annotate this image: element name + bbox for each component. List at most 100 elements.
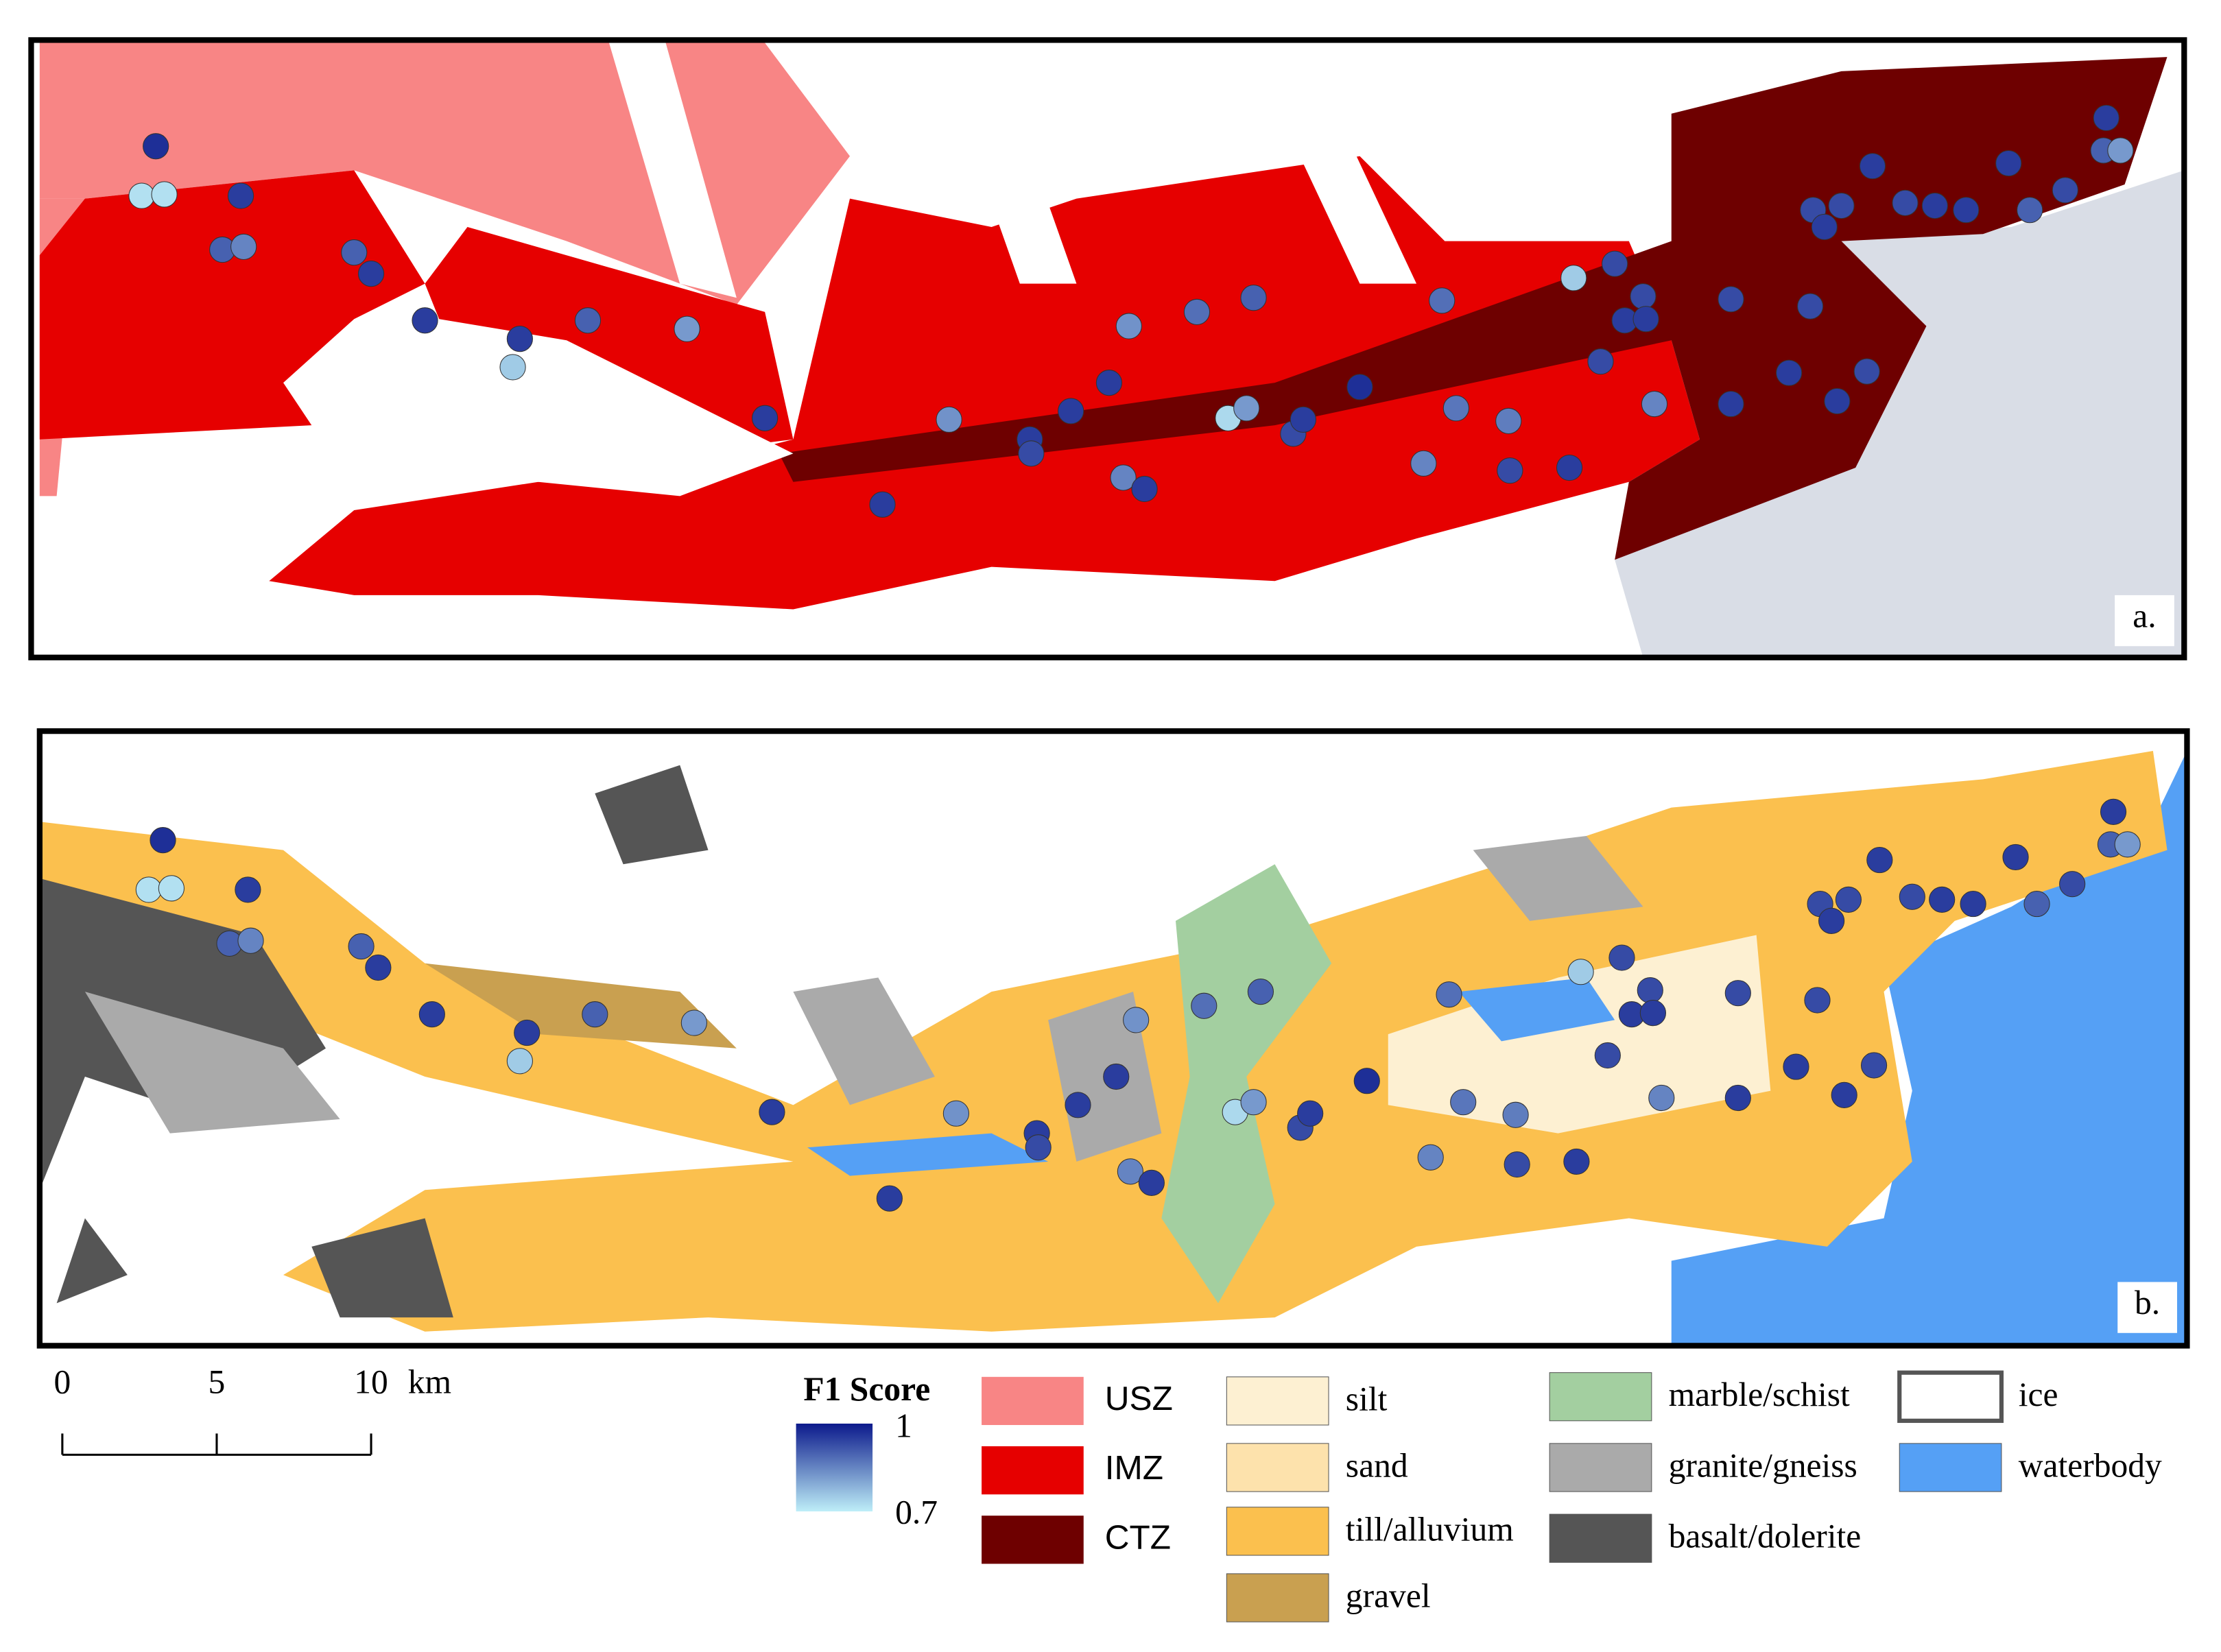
site-dot xyxy=(1853,358,1880,385)
scale-label: 0 xyxy=(54,1363,71,1401)
legend-swatch xyxy=(1549,1372,1652,1422)
site-dot xyxy=(2093,104,2119,132)
site-dot xyxy=(1117,1158,1144,1185)
site-dot xyxy=(1429,287,1456,314)
site-dot xyxy=(1641,391,1668,418)
site-dot xyxy=(1417,1144,1444,1171)
site-dot xyxy=(1953,197,1980,224)
site-dot xyxy=(936,406,962,433)
site-dot xyxy=(1594,1042,1621,1069)
site-dot xyxy=(1921,192,1948,219)
legend: USZ IMZ CTZ silt sand till/alluvium gravel marb… xyxy=(982,1370,2162,1623)
site-dot xyxy=(1442,395,1469,422)
site-dot xyxy=(2002,843,2029,871)
site-dot xyxy=(1058,398,1084,424)
site-dot xyxy=(2023,890,2050,918)
site-dot xyxy=(2107,137,2134,164)
site-dot xyxy=(942,1100,970,1127)
site-dot xyxy=(150,827,176,854)
legend-label: granite/gneiss xyxy=(1669,1446,1857,1484)
legend-label: IMZ xyxy=(1105,1448,1163,1487)
legend-swatch xyxy=(1226,1573,1329,1623)
scale-label: 10 xyxy=(354,1363,388,1401)
scale-label: 5 xyxy=(209,1363,226,1401)
site-dot xyxy=(680,1009,707,1036)
site-dot xyxy=(1247,979,1274,1005)
site-dot xyxy=(1567,959,1594,985)
scale-unit: km xyxy=(408,1363,451,1401)
legend-label: USZ xyxy=(1105,1379,1173,1417)
site-dot xyxy=(674,315,700,342)
site-dot xyxy=(1602,250,1628,277)
site-dot xyxy=(341,239,368,266)
site-dot xyxy=(1866,846,1893,874)
site-dot xyxy=(2017,197,2043,224)
site-dot xyxy=(1504,1151,1530,1178)
legend-swatch xyxy=(982,1446,1084,1495)
legend-swatch xyxy=(1897,1370,2004,1423)
site-dot xyxy=(1103,1063,1130,1090)
site-dot xyxy=(1556,454,1583,481)
colorbar-max: 1 xyxy=(895,1407,912,1445)
site-dot xyxy=(2059,871,2086,898)
legend-label: gravel xyxy=(1346,1577,1431,1614)
legend-label: ice xyxy=(2019,1376,2058,1413)
panel-a-map xyxy=(31,40,2185,658)
site-dot xyxy=(1724,1084,1751,1112)
site-dot xyxy=(1497,457,1523,484)
site-dot xyxy=(876,1185,903,1212)
site-dot xyxy=(1240,1089,1267,1116)
site-dot xyxy=(1346,374,1373,400)
site-dot xyxy=(1860,1052,1888,1079)
site-dot xyxy=(1131,475,1158,503)
legend-swatch xyxy=(982,1376,1084,1426)
site-dot xyxy=(1835,886,1862,913)
label-bg xyxy=(2117,1282,2177,1333)
site-dot xyxy=(2052,177,2078,204)
site-dot xyxy=(1818,907,1845,934)
site-dot xyxy=(1183,298,1211,325)
sites xyxy=(128,104,2141,1212)
panel-b-map xyxy=(39,731,2187,1346)
site-dot xyxy=(237,927,264,954)
site-dot xyxy=(1608,944,1635,971)
site-dot xyxy=(1191,992,1218,1019)
panel-label: b. xyxy=(2135,1284,2160,1321)
site-dot xyxy=(1502,1101,1529,1128)
site-dot xyxy=(1811,213,1838,241)
site-dot xyxy=(1783,1053,1809,1080)
site-dot xyxy=(135,876,162,903)
site-dot xyxy=(582,1001,608,1028)
site-dot xyxy=(1436,981,1462,1008)
site-dot xyxy=(1353,1068,1380,1094)
site-dot xyxy=(1630,283,1656,310)
site-dot xyxy=(2100,798,2127,825)
panel-b-frame xyxy=(36,728,2190,1349)
colorbar xyxy=(796,1423,873,1511)
site-dot xyxy=(227,182,254,209)
legend-label: silt xyxy=(1346,1380,1388,1417)
site-dot xyxy=(759,1099,785,1125)
site-dot xyxy=(1240,285,1267,311)
site-dot xyxy=(1995,149,2022,177)
site-dot xyxy=(1233,395,1260,422)
label-bg xyxy=(2115,595,2174,647)
site-dot xyxy=(357,261,385,287)
legend-swatch xyxy=(982,1516,1084,1564)
site-dot xyxy=(1110,464,1137,491)
site-dot xyxy=(499,354,526,381)
site-dot xyxy=(1718,286,1744,313)
site-dot xyxy=(1797,293,1824,320)
site-dot xyxy=(1123,1007,1150,1033)
site-dot xyxy=(412,307,438,334)
panel-label: a. xyxy=(2133,597,2156,634)
site-dot xyxy=(1648,1084,1675,1112)
site-dot xyxy=(1495,407,1522,434)
colorbar-min: 0.7 xyxy=(895,1494,938,1531)
site-dot xyxy=(1824,387,1851,415)
site-dot xyxy=(1892,189,1919,216)
site-dot xyxy=(365,954,392,981)
site-dot xyxy=(1297,1100,1324,1127)
colorbar-title: F1 Score xyxy=(803,1370,930,1408)
